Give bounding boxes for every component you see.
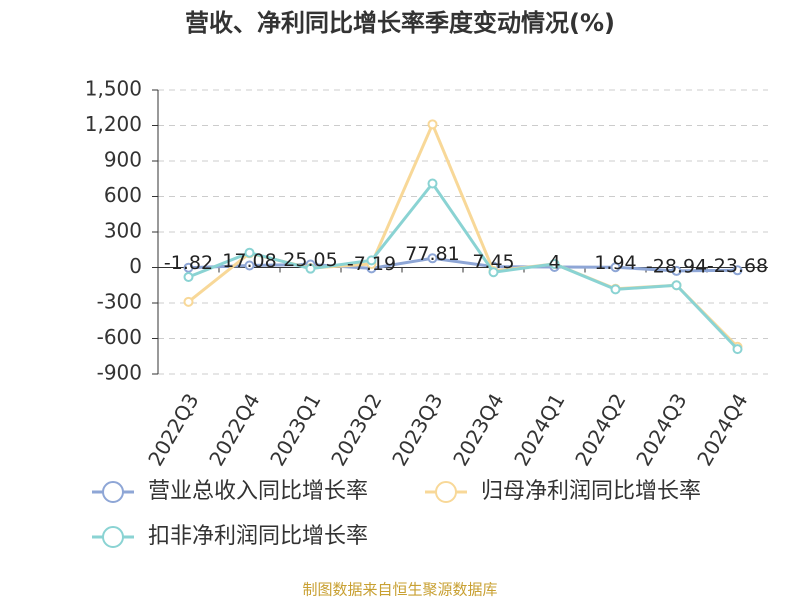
y-tick-label: 1,200 xyxy=(85,112,142,136)
point xyxy=(183,271,194,282)
y-tick-label: -900 xyxy=(97,361,142,385)
series-line xyxy=(188,256,738,273)
value-label: 25.05 xyxy=(283,249,337,271)
y-tick-label: 300 xyxy=(104,219,142,243)
y-tick-label: 900 xyxy=(104,148,142,172)
legend-marker xyxy=(102,481,124,503)
point xyxy=(549,258,560,269)
x-tick-label: 2023Q2 xyxy=(326,389,386,470)
point xyxy=(305,263,316,274)
point xyxy=(427,253,438,264)
value-label: -23.68 xyxy=(707,255,768,277)
point xyxy=(610,284,621,295)
point xyxy=(183,262,194,273)
legend-label: 营业总收入同比增长率 xyxy=(148,479,368,504)
value-label: 77.81 xyxy=(405,243,459,265)
value-label: 4 xyxy=(548,252,560,274)
value-label: 7.45 xyxy=(472,251,514,273)
x-tick-label: 2024Q1 xyxy=(509,389,569,470)
point xyxy=(732,344,743,355)
chart-title: 营收、净利同比增长率季度变动情况(%) xyxy=(185,9,615,37)
point xyxy=(366,255,377,266)
legend-label: 归母净利润同比增长率 xyxy=(481,479,701,504)
legend-marker xyxy=(435,481,457,503)
point xyxy=(610,262,621,273)
y-tick-label: -300 xyxy=(97,290,142,314)
footer: 制图数据来自恒生聚源数据库 xyxy=(302,581,497,599)
point xyxy=(732,265,743,276)
y-tick-label: 0 xyxy=(129,254,142,278)
x-tick-label: 2024Q2 xyxy=(570,389,630,470)
legend-marker xyxy=(102,526,124,548)
point xyxy=(671,265,682,276)
value-label: -28.94 xyxy=(646,255,707,277)
x-tick-label: 2024Q3 xyxy=(631,389,691,470)
value-label: 17.08 xyxy=(222,250,276,272)
y-tick-label: 600 xyxy=(104,183,142,207)
x-tick-label: 2023Q1 xyxy=(265,389,325,470)
value-label: 1.94 xyxy=(594,252,636,274)
legend-label: 扣非净利润同比增长率 xyxy=(148,524,368,549)
point xyxy=(183,296,194,307)
x-tick-label: 2024Q4 xyxy=(692,389,752,470)
point xyxy=(671,280,682,291)
value-label: -1.82 xyxy=(164,252,213,274)
point xyxy=(488,267,499,278)
point xyxy=(244,247,255,258)
series-line xyxy=(187,180,739,351)
x-tick-label: 2022Q3 xyxy=(143,389,203,470)
x-tick-label: 2022Q4 xyxy=(204,389,264,470)
point xyxy=(427,178,438,189)
x-tick-label: 2023Q3 xyxy=(387,389,447,470)
point xyxy=(427,119,438,130)
series-line xyxy=(187,120,739,348)
point xyxy=(244,260,255,271)
value-label: -7.19 xyxy=(347,253,396,275)
y-tick-label: -600 xyxy=(97,325,142,349)
x-tick-label: 2023Q4 xyxy=(448,389,508,470)
y-tick-label: 1,500 xyxy=(85,77,142,101)
